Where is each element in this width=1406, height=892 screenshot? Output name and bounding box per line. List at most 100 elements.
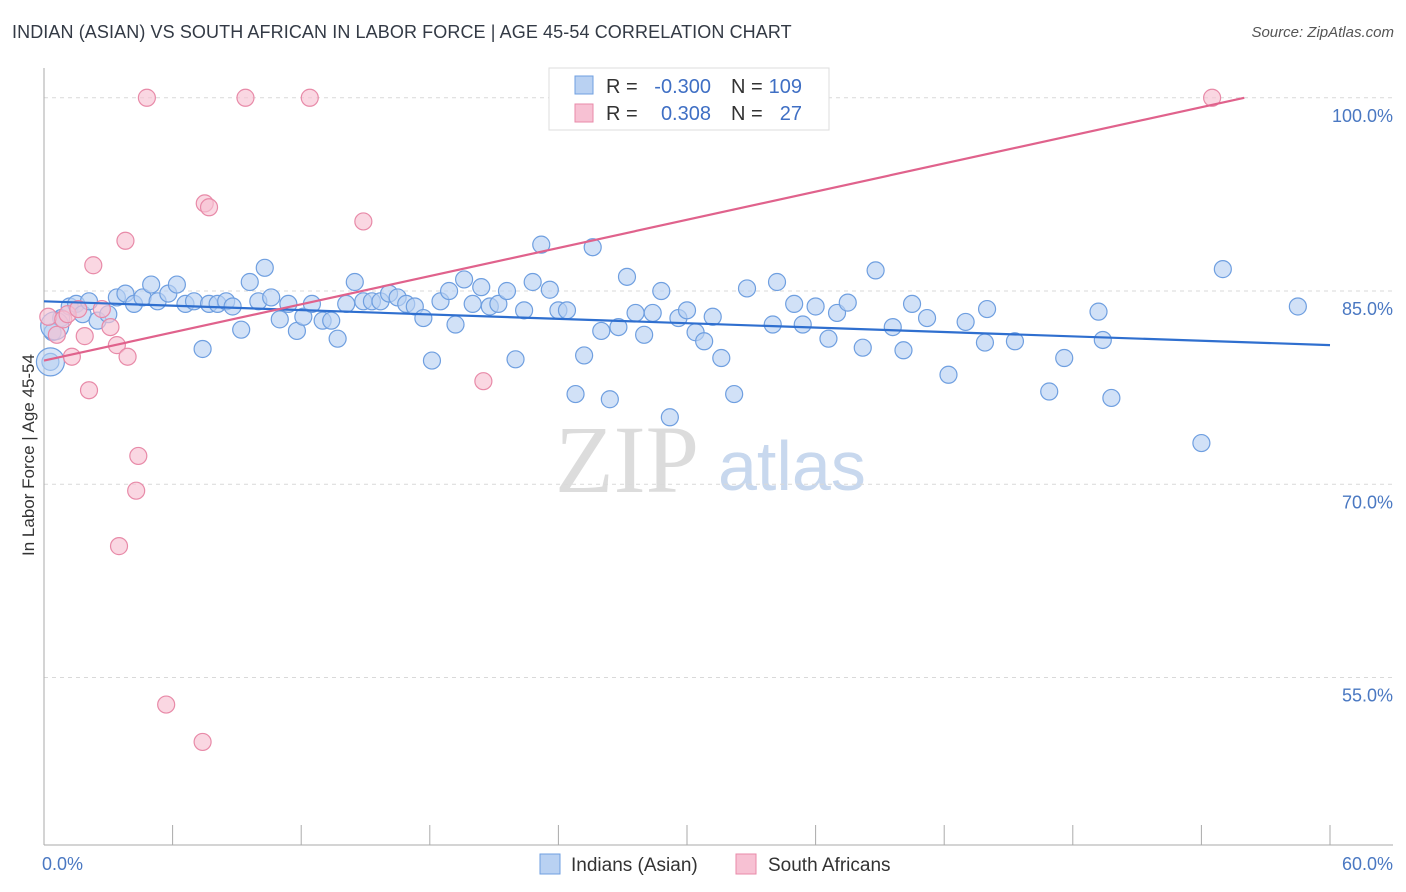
point-indians-35 (322, 311, 341, 330)
legend-r-value-south-africans: 0.308 (661, 103, 711, 125)
point-indians-108 (1192, 433, 1211, 453)
point-indians-106 (1093, 330, 1112, 350)
series-legend: Indians (Asian) South Africans (539, 853, 891, 876)
legend-r-value-indians: -0.300 (654, 76, 711, 98)
series-swatch-south-africans (735, 853, 757, 875)
point-indians-72 (635, 325, 654, 344)
point-indians-29 (270, 310, 289, 329)
point-indians-60 (532, 235, 551, 254)
point-indians-93 (866, 261, 885, 280)
point-indians-50 (446, 315, 465, 334)
point-indians-36 (328, 329, 347, 348)
gridlines (44, 97, 1393, 679)
point-indians-89 (819, 329, 838, 348)
point-indians-53 (472, 278, 491, 297)
chart-title: INDIAN (ASIAN) VS SOUTH AFRICAN IN LABOR… (12, 22, 792, 42)
series-label-south-africans: South Africans (768, 855, 891, 876)
watermark-atlas: atlas (718, 427, 866, 505)
y-tick-label-3: 55.0% (1342, 686, 1393, 706)
y-tick-labels: 100.0% 85.0% 70.0% 55.0% (1332, 106, 1393, 706)
point-south-africans-0 (39, 307, 58, 326)
legend-r-label-indians: R = (606, 76, 638, 98)
point-south-africans-17 (137, 88, 156, 107)
axes (43, 68, 1393, 846)
correlation-legend: R = -0.300 N = 109 R = 0.308 N = 27 (548, 67, 830, 131)
point-south-africans-19 (193, 732, 212, 752)
point-indians-58 (515, 301, 534, 320)
point-indians-55 (489, 294, 508, 313)
point-indians-99 (956, 312, 975, 332)
point-indians-82 (725, 384, 744, 404)
point-indians-92 (853, 338, 872, 357)
point-indians-86 (785, 294, 804, 313)
point-south-africans-18 (157, 695, 176, 714)
point-south-africans-16 (129, 446, 148, 466)
point-south-africans-22 (236, 88, 255, 107)
point-indians-109 (1213, 260, 1232, 279)
point-indians-85 (767, 272, 787, 292)
point-indians-56 (497, 281, 517, 301)
point-south-africans-25 (474, 372, 493, 391)
trend-line-south-africans (43, 96, 1245, 362)
point-indians-87 (793, 315, 812, 334)
point-indians-59 (523, 272, 542, 292)
point-south-africans-12 (109, 537, 129, 556)
point-south-africans-13 (116, 231, 135, 250)
point-indians-88 (806, 297, 825, 316)
point-indians-27 (255, 258, 274, 277)
point-indians-74 (652, 281, 671, 301)
trend-line-indians (43, 300, 1331, 347)
point-indians-65 (575, 346, 594, 365)
point-indians-49 (439, 281, 459, 301)
point-indians-100 (975, 333, 995, 352)
point-indians-77 (677, 301, 697, 320)
legend-n-value-south-africans: 27 (780, 103, 802, 125)
chart-source: Source: ZipAtlas.com (1251, 24, 1394, 41)
x-tick-label-max: 60.0% (1342, 854, 1393, 874)
point-indians-107 (1102, 388, 1121, 408)
point-indians-80 (703, 307, 722, 326)
point-indians-16 (167, 275, 186, 294)
y-tick-label-0: 100.0% (1332, 106, 1393, 126)
point-south-africans-1 (47, 325, 66, 344)
data-points (35, 88, 1307, 752)
point-indians-52 (463, 294, 482, 313)
point-south-africans-5 (69, 299, 88, 319)
point-indians-103 (1040, 382, 1059, 401)
y-axis-title: In Labor Force | Age 45-54 (19, 354, 38, 556)
point-south-africans-9 (92, 299, 111, 319)
point-indians-75 (660, 408, 679, 427)
point-south-africans-8 (84, 256, 103, 275)
point-south-africans-15 (127, 481, 146, 500)
legend-r-label-south-africans: R = (606, 103, 638, 125)
point-indians-105 (1089, 302, 1108, 321)
point-indians-66 (583, 238, 602, 257)
point-indians-79 (695, 332, 714, 351)
point-indians-91 (838, 293, 857, 312)
point-indians-95 (894, 341, 913, 360)
point-indians-68 (600, 390, 619, 409)
trend-lines (43, 96, 1331, 362)
point-indians-70 (617, 267, 637, 286)
point-indians-37 (337, 294, 356, 313)
point-indians-96 (902, 294, 922, 313)
point-indians-84 (763, 315, 782, 334)
point-indians-71 (626, 303, 645, 323)
point-indians-104 (1055, 348, 1074, 368)
point-indians-97 (917, 308, 937, 328)
point-south-africans-14 (118, 347, 137, 366)
point-indians-28 (262, 288, 281, 307)
x-tick-label-min: 0.0% (42, 854, 83, 874)
point-indians-25 (240, 272, 259, 292)
point-south-africans-6 (75, 327, 94, 346)
point-indians-98 (939, 365, 958, 384)
point-south-africans-26 (1203, 88, 1222, 107)
point-indians-64 (566, 384, 585, 404)
point-indians-24 (232, 320, 251, 339)
point-indians-110 (1288, 297, 1307, 316)
point-south-africans-7 (79, 381, 99, 400)
legend-swatch-south-africans (574, 103, 594, 123)
legend-box (548, 67, 830, 131)
point-indians-19 (193, 339, 212, 359)
